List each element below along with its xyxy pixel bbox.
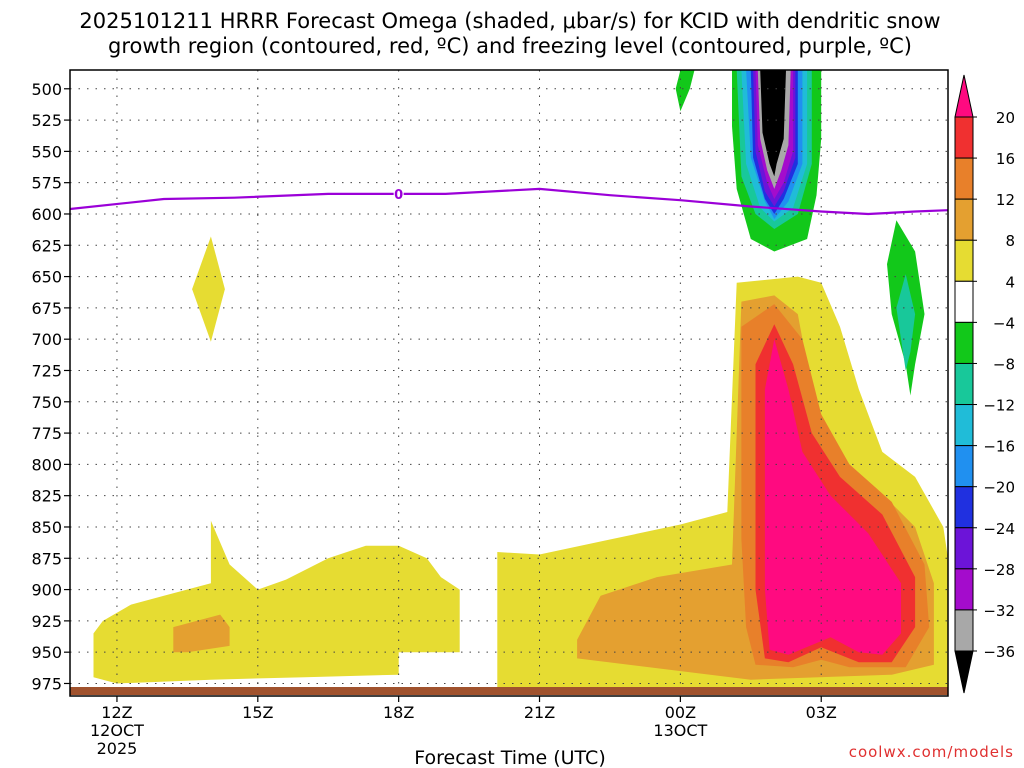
colorbar-bin <box>954 609 974 652</box>
y-axis: 500 525 550 575 600 625 650 675 700 725 750 775 800 8… <box>31 80 70 693</box>
colorbar-label: 4 <box>1005 273 1015 291</box>
colorbar-bin <box>954 321 974 364</box>
y-tick-label: 500 <box>31 80 62 99</box>
x-tick-label: 18Z <box>383 703 414 722</box>
colorbar-label: −4 <box>993 314 1015 332</box>
y-tick-label: 925 <box>31 612 62 631</box>
y-tick-label: 800 <box>31 455 62 474</box>
colorbar-bin <box>954 280 974 323</box>
surface-terrain-bar <box>70 687 948 695</box>
y-tick-label: 625 <box>31 236 62 255</box>
x-tick-date: 12OCT <box>90 721 144 740</box>
x-tick-label: 15Z <box>242 703 273 722</box>
region-downward-motion-small-top <box>675 70 695 112</box>
y-tick-label: 700 <box>31 330 62 349</box>
x-tick-date: 13OCT <box>653 721 707 740</box>
y-tick-label: 750 <box>31 393 62 412</box>
freezing-level-label: 0 <box>394 188 403 203</box>
colorbar-bin <box>954 198 974 241</box>
colorbar-label: −32 <box>983 602 1015 620</box>
y-tick-label: 825 <box>31 487 62 506</box>
chart-title-line-1: 2025101211 HRRR Forecast Omega (shaded, … <box>79 9 940 33</box>
colorbar-bin <box>954 568 974 611</box>
colorbar-label: −24 <box>983 520 1015 538</box>
y-tick-label: 550 <box>31 142 62 161</box>
freezing-label-bg <box>393 186 404 201</box>
x-axis-label: Forecast Time (UTC) <box>414 747 605 768</box>
colorbar-label: −28 <box>983 561 1015 579</box>
colorbar-bin <box>954 527 974 570</box>
y-tick-label: 875 <box>31 549 62 568</box>
colorbar-label: 8 <box>1005 232 1015 250</box>
credit-text: coolwx.com/models <box>849 743 1014 761</box>
region-upward-motion-right-20 <box>764 339 901 655</box>
colorbar-bin <box>954 239 974 282</box>
colorbar-bin <box>954 157 974 200</box>
region-downward-motion-right-675-core <box>896 274 916 371</box>
x-tick-label: 00Z <box>665 703 696 722</box>
region-upward-motion-small-650 <box>192 236 225 342</box>
y-tick-label: 725 <box>31 361 62 380</box>
plot-border <box>69 69 949 697</box>
y-tick-label: 900 <box>31 581 62 600</box>
colorbar-bin-bottom <box>954 650 974 694</box>
freezing-level-line <box>69 187 949 216</box>
x-tick-year: 2025 <box>97 739 138 758</box>
colorbar-bin <box>954 486 974 529</box>
freezing-level: 0 <box>69 186 949 216</box>
y-tick-label: 575 <box>31 174 62 193</box>
colorbar-label: 20 <box>996 109 1015 127</box>
y-tick-label: 650 <box>31 268 62 287</box>
x-tick-label: 21Z <box>524 703 555 722</box>
chart-title-line-2: growth region (contoured, red, ºC) and f… <box>108 34 912 58</box>
y-tick-label: 525 <box>31 111 62 130</box>
region-upward-motion-low-left-core <box>173 614 230 653</box>
colorbar-label: 12 <box>996 191 1015 209</box>
colorbar-bin-top <box>954 74 974 118</box>
y-tick-label: 950 <box>31 643 62 662</box>
region-downward-motion-top-core <box>760 70 786 177</box>
colorbar-label: 16 <box>996 150 1015 168</box>
colorbar-label: −8 <box>993 355 1015 373</box>
y-tick-label: 975 <box>31 674 62 693</box>
colorbar-label: −36 <box>983 643 1015 661</box>
x-tick-label: 12Z <box>101 703 132 722</box>
x-tick-label: 03Z <box>806 703 837 722</box>
colorbar-label: −16 <box>983 438 1015 456</box>
y-tick-label: 675 <box>31 299 62 318</box>
colorbar-bin <box>954 445 974 488</box>
colorbar-label: −20 <box>983 479 1015 497</box>
y-tick-label: 600 <box>31 205 62 224</box>
colorbar-bin <box>954 404 974 447</box>
colorbar-label: −12 <box>983 397 1015 415</box>
y-tick-label: 850 <box>31 518 62 537</box>
y-tick-label: 775 <box>31 424 62 443</box>
plot-area: 0 <box>69 69 949 697</box>
colorbar-bin <box>954 116 974 159</box>
colorbar: 20 16 12 8 4 −4 −8 −12 −16 −20 −24 −28 −32 −36 <box>954 74 1015 694</box>
colorbar-bin <box>954 362 974 406</box>
gridlines <box>70 70 948 696</box>
